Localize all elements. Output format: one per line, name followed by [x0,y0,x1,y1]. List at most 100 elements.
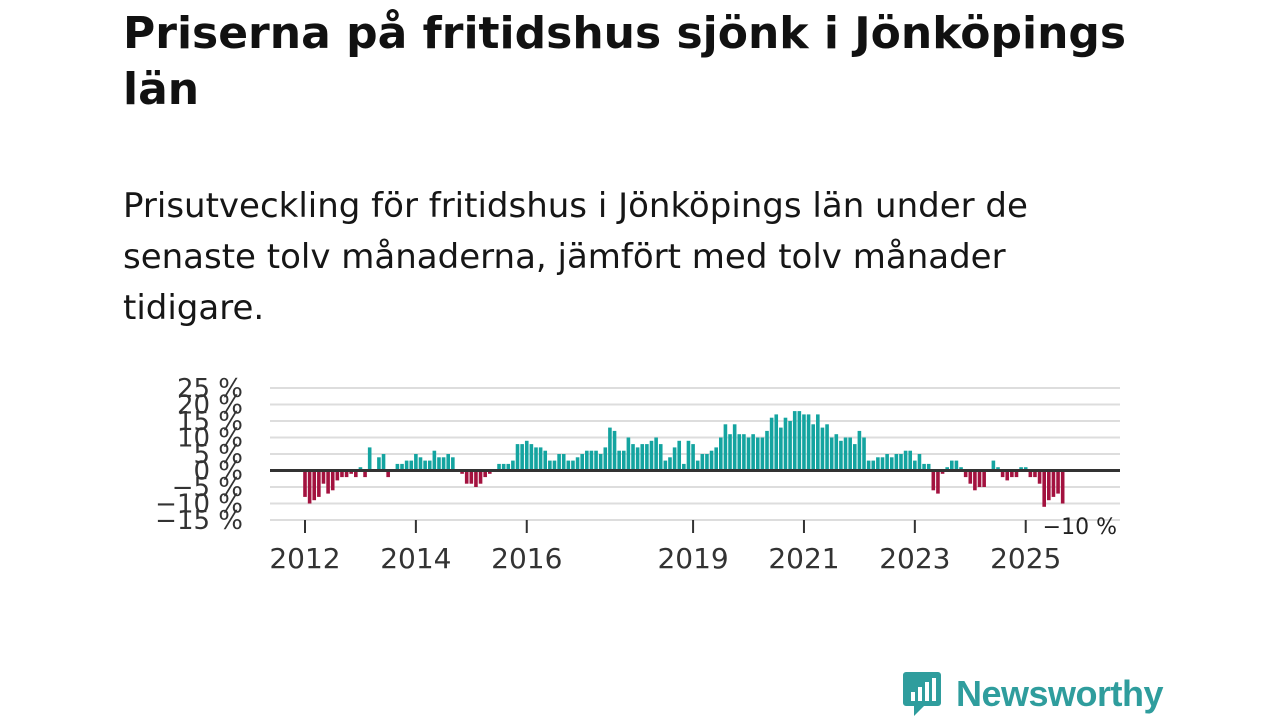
bar [968,470,973,484]
bar [1000,470,1005,478]
bar [755,437,760,471]
y-tick-label: 15 % [177,407,243,437]
bar [885,454,889,471]
bar [936,470,940,494]
bar [714,447,718,471]
bar [880,457,885,471]
bar [386,470,390,478]
y-tick-label: 25 % [177,374,243,404]
x-tick-label: 2023 [879,542,950,575]
bar [889,457,894,471]
chart-subtitle: Prisutveckling för fritidshus i Jönköpin… [123,186,1028,328]
bar [779,427,783,471]
bar [612,430,617,471]
bar [649,440,654,471]
bar [977,470,982,487]
y-tick-label: −5 % [172,473,243,503]
x-axis-ticks: 2012 2014 2016 2019 2021 2023 2025 [269,520,1061,575]
bar [700,454,705,471]
bar [307,470,312,504]
bar [1019,467,1023,471]
bar [377,457,381,471]
bar [728,434,732,471]
y-tick-label: 20 % [177,391,243,421]
bar [705,454,709,471]
bar [765,430,769,471]
bar [1028,470,1033,478]
bar [626,437,631,471]
bar [802,414,806,471]
bar [848,437,852,471]
bar [672,447,677,471]
bar [954,460,959,471]
bar [317,470,321,497]
y-tick-label: 10 % [177,424,243,454]
bar [982,470,986,487]
newsworthy-brand: Newsworthy [902,670,1164,718]
bar [792,411,797,471]
bar [668,457,672,471]
bar [876,457,880,471]
bar [524,440,529,471]
bar [631,444,635,471]
bar [575,457,580,471]
bar [1005,470,1010,481]
bar [1056,470,1060,494]
bar [903,450,908,471]
bar [788,421,792,471]
bar [723,424,728,471]
price-change-bar-chart: −15 %−10 %−5 %0 %5 %10 %15 %20 %25 % 201… [155,374,1120,575]
bar [811,424,815,471]
bar [326,470,330,494]
bar [931,470,936,491]
bar [312,470,317,501]
bar [1042,470,1046,507]
bar [488,470,492,474]
bar [414,454,418,471]
brand-name: Newsworthy [956,673,1164,714]
bar [857,430,862,471]
bar [349,470,353,474]
bar [922,463,926,471]
bar [1010,470,1014,478]
bar [474,470,478,487]
bar [926,463,931,471]
bar [617,450,621,471]
bar [908,450,913,471]
bar [839,440,843,471]
x-tick-label: 2025 [990,542,1061,575]
bar [363,470,367,478]
bar [608,427,612,471]
latest-value-label: −10 % [1043,515,1117,540]
bar [534,447,538,471]
bar [760,437,765,471]
bar [950,460,954,471]
bar [367,447,372,471]
bar [719,437,723,471]
bar [520,444,524,471]
bar [511,460,515,471]
bar [621,450,626,471]
bar [732,424,737,471]
newsworthy-logo-icon [903,672,941,716]
bar [645,444,649,471]
bar [400,463,404,471]
bar [1014,470,1019,478]
bar [635,447,640,471]
bar [769,417,774,471]
x-tick-label: 2012 [269,542,340,575]
bar-series [303,411,1065,507]
bar [742,434,746,471]
gridlines [270,387,1120,521]
bar [354,470,358,478]
bar [594,450,598,471]
bar [404,460,409,471]
bar [820,427,825,471]
bar [423,460,427,471]
bar [543,450,548,471]
bar [585,450,589,471]
bar [580,454,584,471]
bar [451,457,455,471]
bar [829,437,834,471]
bar [1033,470,1037,478]
